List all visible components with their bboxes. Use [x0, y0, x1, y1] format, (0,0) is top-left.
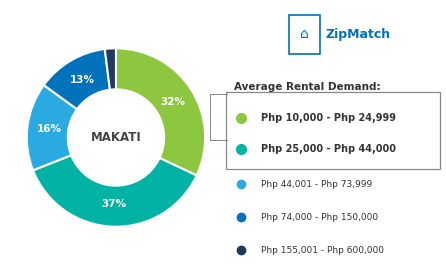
Text: MAKATI: MAKATI	[91, 131, 141, 144]
Text: Php 10,000 - Php 24,999: Php 10,000 - Php 24,999	[261, 113, 396, 123]
Text: ✓: ✓	[301, 31, 307, 37]
Text: Php 44,001 - Php 73,999: Php 44,001 - Php 73,999	[261, 180, 372, 189]
Text: 32%: 32%	[160, 97, 185, 107]
Text: Average Rental Demand:: Average Rental Demand:	[234, 82, 381, 92]
Text: Php 155,001 - Php 600,000: Php 155,001 - Php 600,000	[261, 246, 384, 255]
Text: ⌂: ⌂	[300, 28, 309, 41]
Text: Php 25,000 - Php 44,000: Php 25,000 - Php 44,000	[261, 144, 396, 153]
Wedge shape	[44, 49, 110, 109]
Text: 13%: 13%	[70, 75, 95, 85]
Text: 16%: 16%	[37, 124, 62, 134]
FancyBboxPatch shape	[289, 15, 320, 54]
Wedge shape	[27, 85, 77, 170]
Wedge shape	[33, 155, 197, 227]
Text: ZipMatch: ZipMatch	[326, 28, 391, 41]
Wedge shape	[105, 48, 116, 90]
Text: 37%: 37%	[101, 199, 126, 209]
Wedge shape	[116, 48, 205, 175]
Text: Php 74,000 - Php 150,000: Php 74,000 - Php 150,000	[261, 213, 378, 222]
